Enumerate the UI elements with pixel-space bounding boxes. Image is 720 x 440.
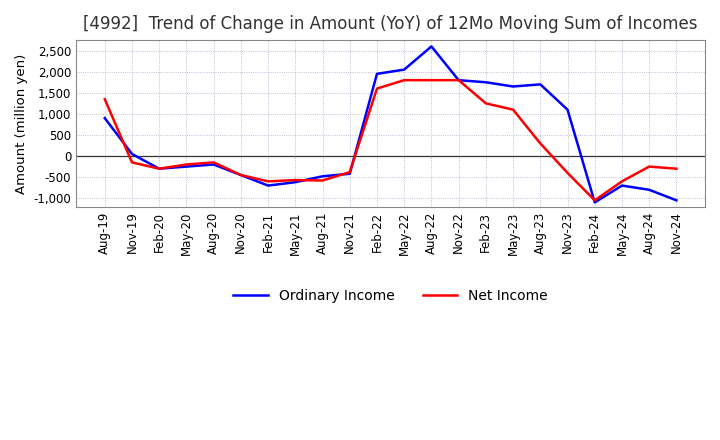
- Line: Net Income: Net Income: [104, 80, 676, 200]
- Ordinary Income: [182, 164, 191, 169]
- Ordinary Income: [672, 198, 680, 203]
- Net Income: [318, 178, 327, 183]
- Ordinary Income: [291, 180, 300, 185]
- Net Income: [454, 77, 463, 83]
- Title: [4992]  Trend of Change in Amount (YoY) of 12Mo Moving Sum of Incomes: [4992] Trend of Change in Amount (YoY) o…: [84, 15, 698, 33]
- Net Income: [237, 172, 246, 178]
- Net Income: [210, 160, 218, 165]
- Net Income: [563, 170, 572, 176]
- Net Income: [482, 101, 490, 106]
- Ordinary Income: [645, 187, 654, 192]
- Ordinary Income: [454, 77, 463, 83]
- Ordinary Income: [536, 82, 544, 87]
- Ordinary Income: [482, 80, 490, 85]
- Net Income: [509, 107, 518, 112]
- Ordinary Income: [127, 151, 136, 157]
- Ordinary Income: [618, 183, 626, 188]
- Net Income: [291, 177, 300, 183]
- Net Income: [618, 179, 626, 184]
- Net Income: [127, 160, 136, 165]
- Net Income: [373, 86, 382, 91]
- Ordinary Income: [155, 166, 163, 171]
- Net Income: [427, 77, 436, 83]
- Ordinary Income: [373, 71, 382, 77]
- Ordinary Income: [100, 115, 109, 121]
- Ordinary Income: [318, 174, 327, 179]
- Ordinary Income: [346, 171, 354, 176]
- Ordinary Income: [509, 84, 518, 89]
- Net Income: [182, 162, 191, 167]
- Line: Ordinary Income: Ordinary Income: [104, 47, 676, 202]
- Net Income: [672, 166, 680, 171]
- Net Income: [590, 198, 599, 203]
- Ordinary Income: [264, 183, 272, 188]
- Ordinary Income: [400, 67, 408, 72]
- Net Income: [400, 77, 408, 83]
- Net Income: [346, 169, 354, 175]
- Ordinary Income: [563, 107, 572, 112]
- Net Income: [100, 96, 109, 102]
- Legend: Ordinary Income, Net Income: Ordinary Income, Net Income: [228, 283, 554, 308]
- Net Income: [155, 166, 163, 171]
- Net Income: [536, 141, 544, 146]
- Net Income: [645, 164, 654, 169]
- Ordinary Income: [590, 200, 599, 205]
- Ordinary Income: [237, 172, 246, 178]
- Y-axis label: Amount (million yen): Amount (million yen): [15, 53, 28, 194]
- Net Income: [264, 179, 272, 184]
- Ordinary Income: [427, 44, 436, 49]
- Ordinary Income: [210, 162, 218, 167]
